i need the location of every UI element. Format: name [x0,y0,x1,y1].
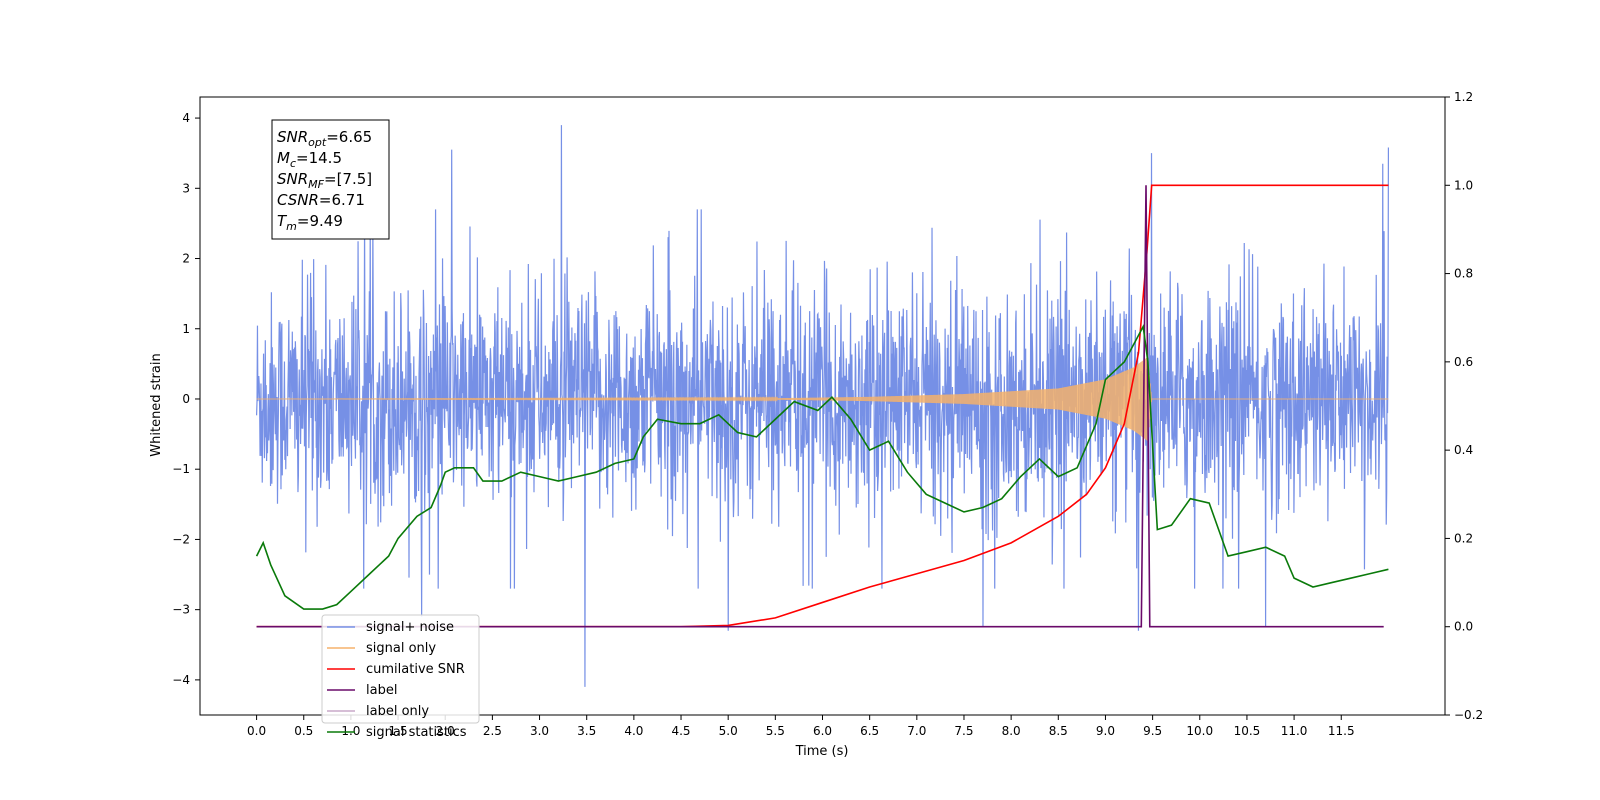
x-tick-label: 4.5 [671,724,690,738]
y-tick-label: 2 [182,252,190,266]
x-tick-label: 5.0 [719,724,738,738]
x-tick-label: 2.0 [436,724,455,738]
y2-tick-label: 0.4 [1454,443,1473,457]
legend-frame [321,614,480,724]
series-signal-statistics [255,323,1389,610]
legend-entry: label [366,683,397,698]
y-axis-label: Whitened strain [149,353,164,456]
annotation-frame [271,119,390,240]
x-tick-label: 11.0 [1281,724,1308,738]
x-tick-label: 4.0 [624,724,643,738]
y-tick-label: −4 [172,673,190,687]
series-signal-noise [255,125,1390,687]
y2-tick-label: 1.0 [1454,178,1473,192]
annotation-line: SNRMF=[7.5] [277,170,372,191]
y-axis-left: −4 −3 −2 −1 0 1 2 3 4 [172,111,200,687]
x-tick-label: 3.5 [577,724,596,738]
legend: signal+ noise signal only cumilative SNR la… [321,614,480,740]
x-tick-label: 6.0 [813,724,832,738]
y2-tick-label: −0.2 [1454,708,1483,722]
x-tick-label: 11.5 [1328,724,1355,738]
legend-entry: cumilative SNR [366,662,465,677]
series-label [256,185,1384,628]
x-tick-label: 1.5 [389,724,408,738]
x-tick-label: 6.5 [860,724,879,738]
x-tick-label: 5.5 [766,724,785,738]
series-cumulative-snr [256,184,1389,628]
y-tick-label: −2 [172,532,190,546]
y-tick-label: 1 [182,322,190,336]
y2-tick-label: 0.8 [1454,267,1473,281]
y-tick-label: −1 [172,462,190,476]
x-tick-label: 8.5 [1049,724,1068,738]
y-axis-right: −0.2 0.0 0.2 0.4 0.6 0.8 1.0 1.2 [1445,90,1483,722]
annotation-line: SNRopt=6.65 [277,128,372,149]
legend-entry: label only [366,704,429,719]
x-axis: 0.0 0.5 1.0 1.5 2.0 2.5 3.0 3.5 4.0 4.5 5.0 5.5 6.0 6… [247,715,1355,738]
x-tick-label: 9.0 [1096,724,1115,738]
x-tick-label: 2.5 [483,724,502,738]
legend-entry: signal only [366,641,436,656]
y-tick-label: 3 [182,181,190,195]
legend-entry: signal+ noise [366,620,454,635]
x-tick-label: 8.0 [1002,724,1021,738]
series-signal-only [256,357,1389,441]
x-axis-label: Time (s) [795,744,849,759]
y2-tick-label: 0.6 [1454,355,1473,369]
y-tick-label: −3 [172,603,190,617]
y-tick-label: 0 [182,392,190,406]
x-tick-label: 7.5 [954,724,973,738]
series-layer [255,125,1390,687]
y2-tick-label: 1.2 [1454,90,1473,104]
x-tick-label: 0.0 [247,724,266,738]
y2-tick-label: 0.0 [1454,620,1473,634]
y2-tick-label: 0.2 [1454,531,1473,545]
x-tick-label: 1.0 [341,724,360,738]
legend-entry: signal statistics [366,725,467,740]
x-tick-label: 10.5 [1234,724,1261,738]
x-tick-label: 0.5 [294,724,313,738]
annotation-line: CSNR=6.71 [277,191,365,209]
y-tick-label: 4 [182,111,190,125]
x-tick-label: 10.0 [1186,724,1213,738]
annotation-line: Tm=9.49 [277,212,343,233]
x-tick-label: 9.5 [1143,724,1162,738]
x-tick-label: 7.0 [907,724,926,738]
annotation-line: Mc=14.5 [277,149,342,170]
x-tick-label: 3.0 [530,724,549,738]
